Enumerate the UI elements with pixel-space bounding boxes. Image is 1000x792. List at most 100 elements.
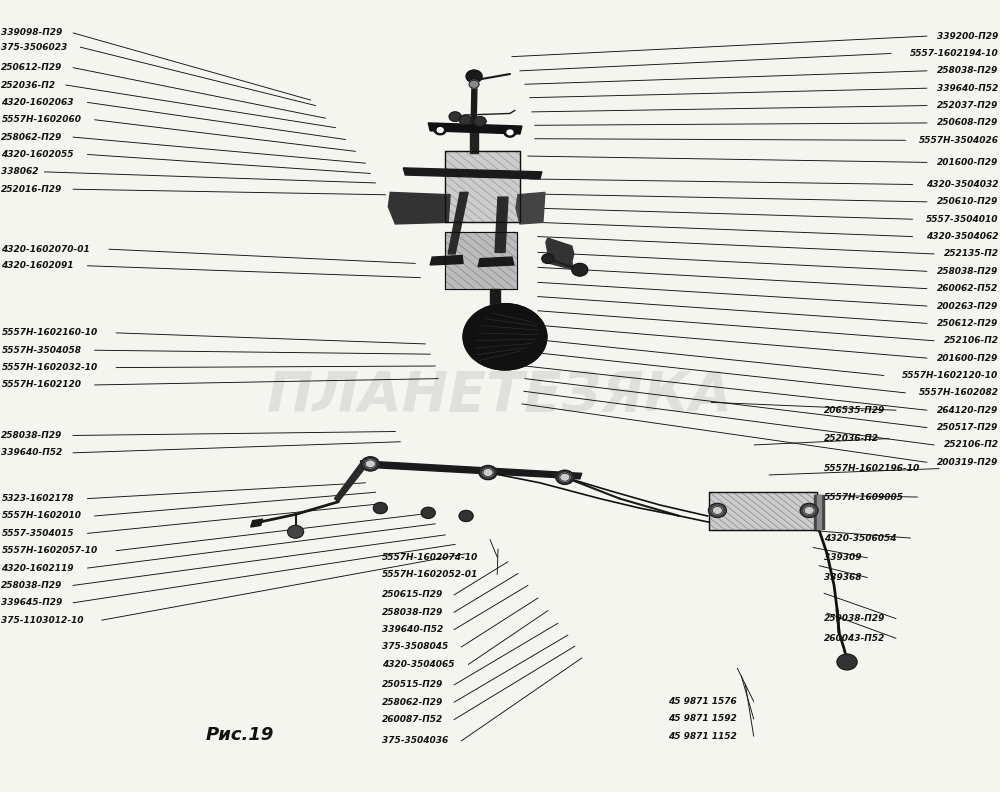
Text: 339640-П52: 339640-П52	[1, 448, 63, 457]
Circle shape	[434, 125, 446, 135]
Text: 258038-П29: 258038-П29	[1, 431, 63, 440]
Text: 252016-П29: 252016-П29	[1, 185, 63, 194]
Text: 339200-П29: 339200-П29	[937, 32, 999, 40]
Polygon shape	[430, 256, 463, 265]
Text: 5557Н-1602120-10: 5557Н-1602120-10	[902, 371, 999, 380]
Polygon shape	[388, 192, 450, 224]
Polygon shape	[448, 192, 468, 254]
Circle shape	[466, 70, 482, 82]
Text: 375-3508045: 375-3508045	[382, 642, 449, 652]
Circle shape	[483, 469, 493, 477]
Circle shape	[361, 457, 379, 471]
Text: 258038-П29: 258038-П29	[382, 607, 444, 617]
Polygon shape	[251, 519, 263, 527]
Text: 45 9871 1152: 45 9871 1152	[668, 732, 736, 741]
Text: 250612-П29: 250612-П29	[937, 319, 999, 328]
Text: 5557-1602194-10: 5557-1602194-10	[910, 49, 999, 58]
Text: 258062-П29: 258062-П29	[1, 132, 63, 142]
Polygon shape	[495, 197, 508, 253]
Text: 4320-1602091: 4320-1602091	[1, 261, 74, 270]
Text: 4320-3504062: 4320-3504062	[926, 232, 999, 241]
Text: 339098-П29: 339098-П29	[1, 29, 63, 37]
Polygon shape	[817, 495, 821, 528]
Text: 5557-3504015: 5557-3504015	[1, 529, 74, 538]
Circle shape	[437, 128, 443, 132]
Text: 45 9871 1576: 45 9871 1576	[668, 697, 736, 706]
Text: 5557Н-1602010: 5557Н-1602010	[1, 512, 81, 520]
Circle shape	[712, 507, 722, 514]
Text: 338062: 338062	[1, 167, 39, 177]
Text: 4320-1602070-01: 4320-1602070-01	[1, 245, 90, 253]
Polygon shape	[471, 80, 477, 128]
Text: 260043-П52: 260043-П52	[824, 634, 885, 643]
Circle shape	[365, 460, 375, 468]
Polygon shape	[470, 128, 478, 153]
Text: 375-3504036: 375-3504036	[382, 737, 449, 745]
Text: 252036-П2: 252036-П2	[1, 81, 56, 89]
Text: 5557Н-3504026: 5557Н-3504026	[919, 135, 999, 145]
Circle shape	[708, 504, 726, 517]
Text: 250615-П29: 250615-П29	[382, 590, 444, 600]
Text: 45 9871 1592: 45 9871 1592	[668, 714, 736, 723]
Text: 252135-П2: 252135-П2	[944, 249, 999, 258]
Circle shape	[449, 112, 461, 121]
Polygon shape	[814, 495, 824, 528]
Text: 250517-П29: 250517-П29	[937, 423, 999, 432]
Text: 5557-3504010: 5557-3504010	[926, 215, 999, 223]
Circle shape	[459, 115, 471, 124]
Text: 5557Н-1602052-01: 5557Н-1602052-01	[382, 570, 479, 579]
Circle shape	[469, 80, 479, 88]
Text: 252037-П29: 252037-П29	[937, 101, 999, 110]
Text: 250610-П29: 250610-П29	[937, 197, 999, 207]
Text: 260087-П52: 260087-П52	[382, 715, 444, 724]
Text: 206535-П29: 206535-П29	[824, 406, 885, 415]
Text: 339640-П52: 339640-П52	[937, 84, 999, 93]
Text: 5557Н-1602120: 5557Н-1602120	[1, 380, 81, 390]
Circle shape	[556, 470, 574, 485]
Polygon shape	[516, 192, 545, 224]
Text: 201600-П29: 201600-П29	[937, 158, 999, 167]
Text: 258038-П29: 258038-П29	[937, 67, 999, 75]
Polygon shape	[445, 151, 520, 223]
Text: 201600-П29: 201600-П29	[937, 353, 999, 363]
Text: 339645-П29: 339645-П29	[1, 598, 63, 607]
Text: 5557Н-1602074-10: 5557Н-1602074-10	[382, 553, 479, 562]
Text: ПЛАНЕТЕЗЯКА: ПЛАНЕТЕЗЯКА	[267, 369, 733, 423]
Text: 5557Н-1602160-10: 5557Н-1602160-10	[1, 329, 98, 337]
Text: 252106-П2: 252106-П2	[944, 337, 999, 345]
Text: 339368: 339368	[824, 573, 862, 582]
Text: 4320-3506054: 4320-3506054	[824, 534, 897, 543]
Polygon shape	[490, 289, 500, 303]
Circle shape	[837, 654, 857, 670]
Text: 5557Н-1602196-10: 5557Н-1602196-10	[824, 464, 920, 473]
Text: 252036-П2: 252036-П2	[824, 434, 879, 443]
Text: 375-1103012-10: 375-1103012-10	[1, 615, 84, 625]
Text: 200263-П29: 200263-П29	[937, 302, 999, 310]
Text: 250612-П29: 250612-П29	[1, 63, 63, 72]
Polygon shape	[334, 461, 368, 502]
Circle shape	[421, 508, 435, 518]
Text: 258038-П29: 258038-П29	[937, 267, 999, 276]
Text: 258062-П29: 258062-П29	[382, 698, 444, 706]
Text: 375-3506023: 375-3506023	[1, 43, 68, 51]
Text: 4320-3504032: 4320-3504032	[926, 180, 999, 189]
Text: 5557Н-1602032-10: 5557Н-1602032-10	[1, 363, 98, 372]
Circle shape	[572, 264, 588, 276]
Polygon shape	[709, 493, 817, 530]
Circle shape	[373, 503, 387, 513]
Text: 258038-П29: 258038-П29	[1, 581, 63, 590]
Circle shape	[288, 525, 304, 538]
Circle shape	[800, 504, 818, 517]
Text: 5557Н-1602057-10: 5557Н-1602057-10	[1, 546, 98, 555]
Polygon shape	[445, 232, 517, 288]
Text: 5323-1602178: 5323-1602178	[1, 494, 74, 503]
Text: 200319-П29: 200319-П29	[937, 458, 999, 466]
Text: 4320-3504065: 4320-3504065	[382, 660, 455, 668]
Text: 252106-П2: 252106-П2	[944, 440, 999, 449]
Polygon shape	[546, 238, 574, 270]
Text: 4320-1602063: 4320-1602063	[1, 98, 74, 107]
Text: 250608-П29: 250608-П29	[937, 119, 999, 128]
Circle shape	[459, 510, 473, 521]
Circle shape	[463, 303, 547, 370]
Text: 4320-1602055: 4320-1602055	[1, 150, 74, 159]
